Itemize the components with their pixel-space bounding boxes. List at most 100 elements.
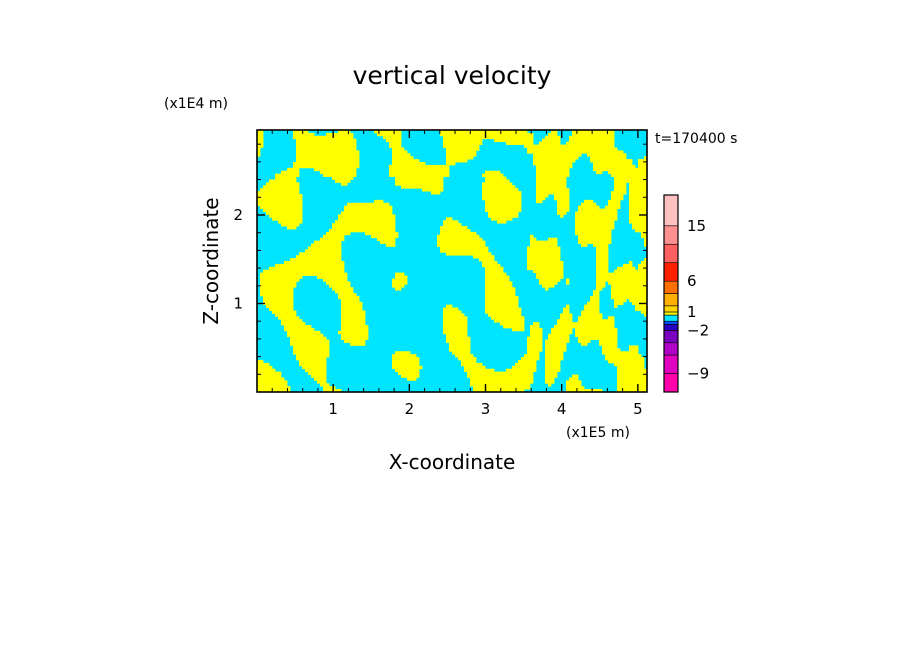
- field-cell-positive: [554, 196, 570, 201]
- y-tick-label: 2: [233, 206, 243, 224]
- field-cell-positive: [527, 263, 564, 268]
- field-cell-positive: [578, 336, 618, 340]
- colorbar-segment: [663, 225, 679, 245]
- field-cell-positive: [257, 153, 261, 157]
- field-cell-positive: [533, 153, 582, 157]
- field-cell-positive: [443, 327, 468, 332]
- field-cell-positive: [263, 185, 300, 189]
- field-cell-positive: [293, 135, 354, 140]
- field-cell-positive: [341, 304, 363, 308]
- field-cell-positive: [392, 150, 408, 154]
- colorbar-segment: [663, 320, 679, 325]
- field-cell-positive: [395, 179, 444, 183]
- field-cell-positive: [590, 159, 633, 163]
- field-cell-positive: [398, 371, 420, 375]
- field-cell-positive: [557, 211, 567, 215]
- field-cell-positive: [596, 287, 603, 291]
- field-cell-positive: [464, 368, 495, 373]
- field-cell-positive: [275, 173, 300, 177]
- field-cell-positive: [539, 278, 561, 282]
- field-cell-positive: [578, 240, 612, 244]
- field-cell-positive: [611, 287, 647, 291]
- field-cell-positive: [440, 249, 489, 253]
- field-cell-positive: [263, 298, 294, 303]
- field-cell-positive: [527, 342, 543, 346]
- field-cell-positive: [557, 208, 570, 212]
- field-cell-positive: [443, 307, 459, 311]
- field-cell-positive: [443, 138, 483, 143]
- field-cell-positive: [551, 330, 573, 335]
- field-cell-positive: [527, 336, 543, 340]
- field-cell-positive: [443, 313, 465, 317]
- field-cell-positive: [611, 196, 624, 201]
- field-cell-positive: [392, 359, 420, 364]
- field-cell-positive: [593, 293, 600, 297]
- field-cell-positive: [587, 153, 627, 157]
- field-cell-positive: [281, 223, 300, 227]
- field-cell-positive: [443, 220, 459, 224]
- field-cell-positive: [545, 339, 570, 343]
- field-cell-positive: [530, 237, 537, 242]
- field-cell-positive: [554, 325, 615, 329]
- field-cell-positive: [584, 199, 594, 204]
- field-cell-positive: [524, 354, 540, 358]
- field-cell-positive: [467, 374, 534, 378]
- field-cell-positive: [344, 339, 366, 343]
- field-cell-positive: [335, 179, 351, 183]
- field-cell-positive: [491, 217, 513, 221]
- field-cell-positive: [533, 156, 579, 160]
- x-tick-label: 2: [405, 400, 415, 418]
- field-cell-positive: [278, 316, 300, 320]
- field-cell-positive: [611, 191, 627, 195]
- field-cell-positive: [257, 144, 264, 148]
- field-cell-positive: [527, 266, 564, 271]
- field-cell-positive: [422, 188, 444, 192]
- field-cell-positive: [569, 135, 615, 140]
- field-cell-positive: [611, 293, 647, 297]
- field-cell-positive: [443, 322, 468, 326]
- field-cell-positive: [323, 386, 336, 390]
- field-cell-positive: [296, 159, 360, 163]
- field-cell-positive: [257, 202, 303, 207]
- field-cell-positive: [443, 310, 462, 314]
- field-cell-positive: [533, 322, 540, 326]
- field-cell-positive: [488, 313, 522, 317]
- field-cell-positive: [269, 266, 345, 271]
- field-cell-positive: [260, 275, 303, 279]
- field-cell-positive: [641, 234, 647, 239]
- field-cell-positive: [320, 237, 345, 242]
- colorbar-label: 6: [687, 272, 697, 290]
- field-cell-positive: [311, 243, 342, 247]
- field-cell-positive: [629, 191, 647, 195]
- field-cell-positive: [470, 383, 531, 387]
- field-cell-positive: [260, 188, 300, 192]
- field-cell-positive: [290, 336, 327, 340]
- field-cell-positive: [611, 295, 647, 300]
- x-tick-label: 5: [633, 400, 643, 418]
- field-cell-positive: [563, 310, 570, 314]
- field-cell-positive: [575, 228, 612, 233]
- field-cell-positive: [299, 359, 327, 364]
- field-cell-positive: [296, 138, 357, 143]
- field-cell-positive: [374, 130, 402, 134]
- field-cell-positive: [614, 362, 645, 367]
- field-cell-positive: [464, 365, 486, 370]
- field-cell-positive: [341, 336, 369, 340]
- field-cell-positive: [341, 211, 393, 215]
- field-cell-positive: [557, 205, 570, 209]
- field-cell-positive: [596, 272, 647, 276]
- field-cell-positive: [257, 371, 282, 375]
- field-cell-positive: [503, 325, 525, 329]
- field-cell-positive: [446, 150, 477, 154]
- field-cell-positive: [395, 176, 444, 180]
- field-cell-positive: [575, 327, 618, 332]
- field-cell-positive: [617, 371, 647, 375]
- field-cell-positive: [599, 339, 618, 343]
- field-cell-positive: [644, 313, 647, 317]
- field-cell-positive: [545, 348, 567, 352]
- field-cell-positive: [257, 130, 264, 134]
- field-cell-positive: [383, 135, 402, 140]
- field-cell-positive: [629, 345, 639, 349]
- field-cell-positive: [605, 357, 645, 361]
